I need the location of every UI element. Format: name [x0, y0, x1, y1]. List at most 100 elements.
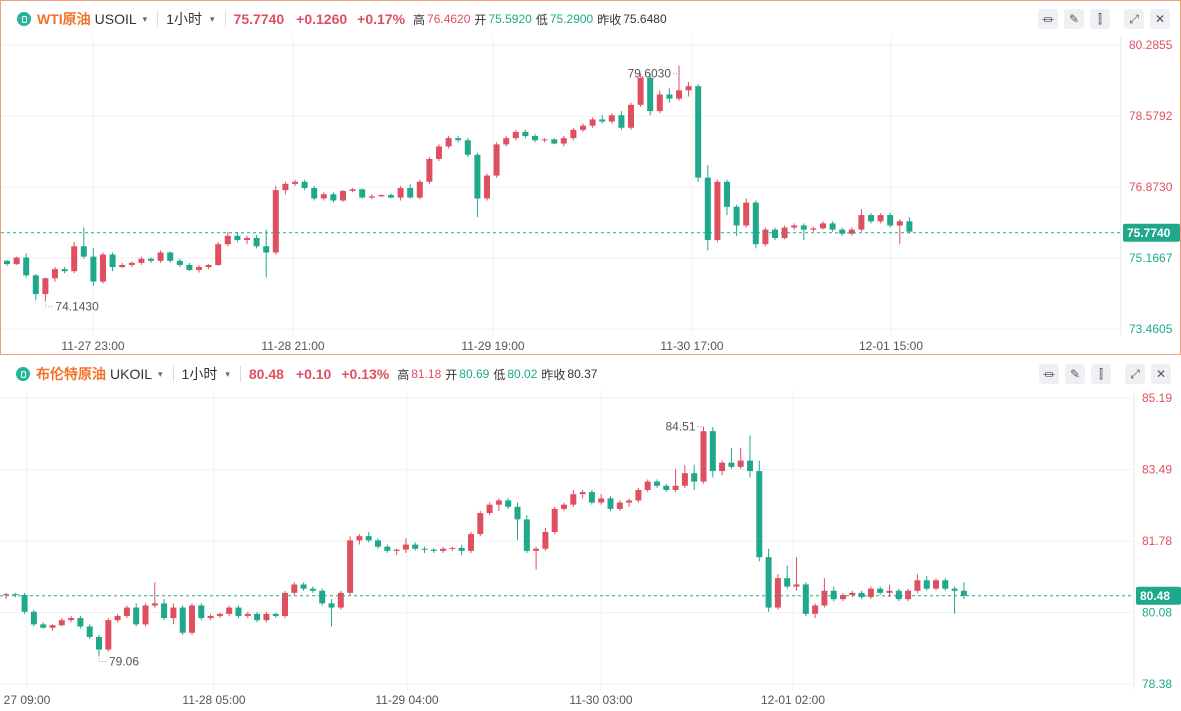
candle-body: [170, 607, 177, 619]
usoil-chart-panel[interactable]: WTI原油 USOIL ▾ 1小时 ▾ 75.7740 +0.1260 +0.1…: [0, 0, 1181, 355]
candle-body: [254, 613, 261, 621]
candle-body: [820, 223, 826, 229]
draw-icon[interactable]: ✎: [1064, 9, 1084, 29]
y-tick-label: 78.38: [1142, 677, 1172, 691]
candle-body: [86, 626, 93, 637]
candle-body: [672, 485, 679, 490]
last-price: 75.7740: [233, 11, 285, 27]
chart-style-icon[interactable]: ⏛: [1038, 9, 1058, 29]
chart-toolbar: ⏛ ✎ ⫿ ⤢ ✕: [1039, 364, 1171, 384]
candle-body: [933, 580, 939, 589]
candle-body: [551, 508, 558, 532]
symbol-code[interactable]: UKOIL: [110, 366, 153, 382]
candle-body: [426, 158, 433, 182]
candle-body: [412, 544, 419, 549]
high-label: 高: [397, 367, 410, 382]
symbol-name[interactable]: WTI原油: [37, 11, 91, 27]
ukoil-chart-panel[interactable]: 布伦特原油 UKOIL ▾ 1小时 ▾ 80.48 +0.10 +0.13% 高…: [0, 356, 1181, 711]
candle-body: [421, 548, 428, 550]
candle-body: [12, 594, 19, 596]
chevron-down-icon[interactable]: ▾: [142, 13, 148, 24]
low-label: 低: [535, 12, 548, 27]
candle-body: [368, 196, 375, 198]
candle-body: [951, 588, 958, 591]
candle-body: [607, 498, 614, 509]
chevron-down-icon[interactable]: ▾: [225, 368, 230, 379]
y-tick-label: 83.49: [1142, 462, 1172, 476]
chart-toolbar: ⏛ ✎ ⫿ ⤢ ✕: [1038, 9, 1170, 29]
candle-body: [416, 181, 423, 198]
open-label: 开: [474, 12, 487, 27]
candle-body: [709, 431, 716, 472]
close-icon[interactable]: ✕: [1150, 9, 1170, 29]
candle-body: [821, 590, 828, 606]
candle-body: [914, 580, 921, 591]
candle-body: [812, 605, 819, 614]
candle-body: [216, 613, 223, 616]
candle-body: [49, 625, 56, 628]
symbol-name[interactable]: 布伦特原油: [36, 366, 106, 382]
candle-body: [167, 252, 174, 261]
y-tick-label: 76.8730: [1129, 180, 1173, 194]
last-price: 80.48: [248, 366, 284, 382]
interval-select[interactable]: 1小时: [166, 11, 202, 27]
candle-body: [32, 275, 39, 295]
candle-body: [599, 119, 606, 122]
symbol-logo-icon: [16, 367, 30, 381]
candle-body: [359, 189, 366, 198]
indicator-icon[interactable]: ⫿: [1091, 364, 1111, 384]
candle-body: [161, 603, 168, 619]
high-value: 76.4620: [427, 12, 471, 26]
chevron-down-icon[interactable]: ▾: [158, 368, 163, 379]
candle-body: [468, 534, 474, 551]
candle-body: [449, 547, 456, 549]
candle-body: [733, 206, 740, 226]
expand-icon[interactable]: ⤢: [1125, 364, 1145, 384]
candle-body: [505, 500, 512, 507]
indicator-icon[interactable]: ⫿: [1090, 9, 1110, 29]
candle-body: [224, 235, 231, 245]
candle-body: [486, 504, 493, 514]
candle-body: [579, 492, 586, 495]
candle-body: [464, 140, 471, 155]
close-icon[interactable]: ✕: [1151, 364, 1171, 384]
candle-body: [375, 540, 381, 547]
x-tick-label: 11-28 05:00: [182, 693, 245, 707]
candle-body: [114, 615, 121, 621]
candle-body: [503, 138, 510, 145]
candle-body: [340, 190, 346, 201]
candle-body: [512, 131, 519, 139]
candle-body: [21, 594, 28, 612]
candlestick-chart[interactable]: 80.2855 78.5792 76.8730 75.1667 73.4605 11-27…: [1, 36, 1180, 354]
symbol-logo-icon: [17, 12, 31, 26]
candle-body: [388, 195, 394, 198]
symbol-code[interactable]: USOIL: [94, 11, 137, 27]
candlestick-chart[interactable]: 85.19 83.49 81.78 80.08 78.38 27 09:00 11-28 0…: [0, 390, 1181, 710]
candle-body: [148, 258, 154, 261]
candle-body: [186, 264, 193, 270]
chart-style-icon[interactable]: ⏛: [1039, 364, 1059, 384]
candle-body: [349, 189, 356, 191]
candle-body: [484, 175, 490, 199]
x-tick-label: 11-29 04:00: [375, 693, 438, 707]
candle-body: [714, 181, 721, 241]
interval-select[interactable]: 1小时: [181, 366, 218, 382]
last-price-tag: [1136, 586, 1181, 605]
candle-body: [4, 260, 10, 265]
candle-body: [179, 607, 186, 633]
candle-body: [877, 215, 884, 222]
candle-body: [800, 225, 807, 230]
draw-icon[interactable]: ✎: [1065, 364, 1085, 384]
candle-body: [430, 549, 437, 551]
candle-body: [887, 215, 894, 226]
low-label: 低: [493, 367, 506, 382]
candle-body: [960, 590, 967, 596]
chevron-down-icon[interactable]: ▾: [210, 13, 215, 24]
candle-body: [58, 620, 65, 626]
y-tick-label: 78.5792: [1129, 109, 1173, 123]
candle-body: [142, 605, 149, 625]
chart-header: WTI原油 USOIL ▾ 1小时 ▾ 75.7740 +0.1260 +0.1…: [1, 1, 1180, 37]
expand-icon[interactable]: ⤢: [1124, 9, 1144, 29]
candle-body: [616, 502, 623, 509]
prev-close-label: 昨收: [541, 367, 566, 382]
